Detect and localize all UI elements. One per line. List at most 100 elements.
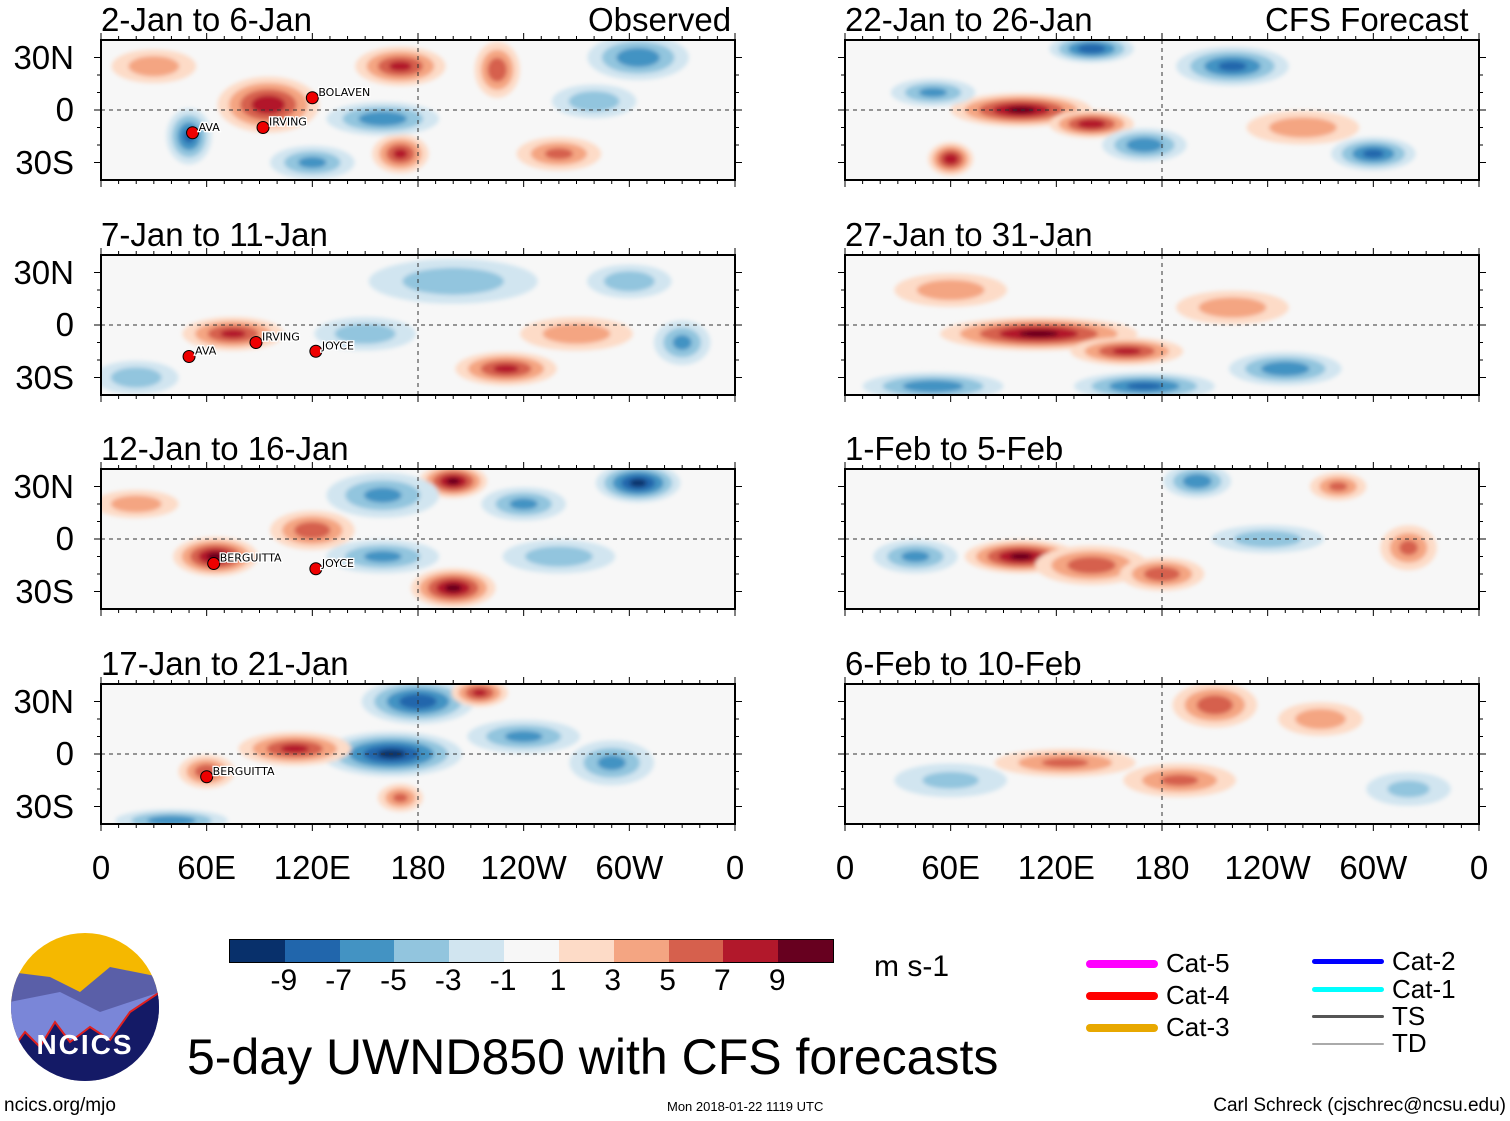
- map-panel: [838, 677, 1486, 831]
- anomaly-contour: [1218, 61, 1247, 72]
- colorbar-swatch: [778, 940, 833, 962]
- anomaly-contour: [110, 367, 162, 388]
- tc-legend-item: Cat-2: [1312, 946, 1456, 977]
- lat-tick-label: 30N: [13, 253, 74, 291]
- panel-title: 6-Feb to 10-Feb: [845, 645, 1082, 682]
- anomaly-contour: [1041, 758, 1089, 768]
- anomaly-contour: [220, 329, 246, 338]
- anomaly-contour: [1160, 774, 1199, 786]
- anomaly-contour: [363, 487, 402, 503]
- footer-link[interactable]: ncics.org/mjo: [4, 1095, 116, 1116]
- lon-tick-label: 0: [91, 849, 111, 886]
- anomaly-contour: [1126, 137, 1163, 153]
- anomaly-contour: [525, 546, 593, 567]
- lon-tick-label: 120W: [480, 849, 567, 886]
- anomaly-contour: [358, 111, 407, 126]
- anomaly-contour: [629, 479, 647, 487]
- lon-tick-label: 60W: [1339, 849, 1408, 886]
- lon-tick-label: 0: [725, 849, 745, 886]
- lon-tick-label: 120W: [1224, 849, 1311, 886]
- anomaly-contour: [1067, 556, 1116, 574]
- anomaly-contour: [1182, 474, 1212, 489]
- tc-line-swatch: [1086, 991, 1158, 1000]
- anomaly-contour: [504, 730, 543, 743]
- anomaly-contour: [922, 771, 979, 789]
- tc-legend-label: TS: [1392, 1001, 1426, 1031]
- anomaly-contour: [446, 477, 460, 485]
- anomaly-contour: [544, 148, 573, 160]
- anomaly-contour: [1112, 347, 1141, 355]
- storm-label: IRVING: [262, 331, 300, 344]
- tc-legend-label: Cat-1: [1392, 974, 1456, 1004]
- anomaly-contour: [616, 47, 660, 68]
- colorbar-label: 1: [549, 964, 567, 997]
- logo-text: NCICS: [36, 1029, 133, 1060]
- anomaly-contour: [1077, 44, 1106, 54]
- lon-tick-label: 60W: [595, 849, 664, 886]
- tc-legend-label: Cat-4: [1166, 980, 1230, 1010]
- anomaly-contour: [1399, 540, 1418, 556]
- tc-legend-item: Cat-4: [1086, 980, 1230, 1011]
- tc-legend-label: Cat-3: [1166, 1012, 1230, 1042]
- colorbar: [229, 939, 834, 963]
- storm-marker: [186, 126, 200, 140]
- anomaly-contour: [444, 584, 462, 592]
- anomaly-contour: [363, 550, 402, 563]
- anomaly-contour: [402, 267, 504, 295]
- lat-tick-label: 0: [55, 91, 74, 128]
- panel-title: 7-Jan to 11-Jan: [101, 216, 328, 253]
- storm-marker: [305, 91, 319, 105]
- anomaly-contour: [1198, 297, 1267, 318]
- colorbar-swatch: [394, 940, 450, 962]
- tc-line-swatch: [1312, 959, 1384, 964]
- colorbar-label: -9: [270, 964, 298, 997]
- anomaly-contour: [1269, 117, 1337, 138]
- anomaly-contour: [389, 61, 412, 72]
- anomaly-contour: [1387, 780, 1430, 798]
- colorbar-swatch: [230, 940, 285, 962]
- colorbar-swatch: [723, 940, 779, 962]
- lat-tick-label: 0: [55, 735, 74, 772]
- lat-tick-label: 30S: [15, 787, 74, 825]
- anomaly-contour: [1018, 330, 1059, 338]
- colorbar-swatch: [339, 940, 395, 962]
- observed-label: Observed: [588, 1, 732, 38]
- tc-legend-item: TS: [1312, 1001, 1425, 1032]
- anomaly-contour: [128, 56, 180, 77]
- anomaly-contour: [493, 364, 519, 373]
- colorbar-swatch: [449, 940, 505, 962]
- colorbar-label: 7: [714, 964, 731, 997]
- storm-label: BERGUITTA: [213, 765, 275, 778]
- anomaly-contour: [147, 815, 196, 824]
- storm-label: IRVING: [269, 116, 307, 129]
- storm-label: BOLAVEN: [318, 86, 370, 99]
- tc-line-swatch: [1312, 1015, 1384, 1018]
- storm-label: AVA: [195, 345, 217, 358]
- anomaly-contour: [1077, 119, 1106, 129]
- anomaly-contour: [672, 335, 692, 350]
- colorbar-swatch: [504, 940, 559, 962]
- colorbar-label: -3: [434, 964, 462, 997]
- anomaly-contour: [1362, 149, 1384, 158]
- tc-legend-item: Cat-5: [1086, 948, 1230, 979]
- lon-tick-label: 120E: [273, 849, 351, 886]
- colorbar-swatch: [613, 940, 669, 962]
- lon-tick-label: 120E: [1017, 849, 1095, 886]
- panel-title: 12-Jan to 16-Jan: [101, 430, 349, 467]
- map-panel: BERGUITTA: [94, 677, 742, 831]
- anomaly-contour: [1009, 553, 1033, 560]
- anomaly-contour: [603, 271, 655, 292]
- colorbar-label: 3: [604, 964, 622, 997]
- storm-label: AVA: [199, 121, 221, 134]
- storm-marker: [309, 562, 323, 576]
- anomaly-contour: [1295, 708, 1346, 730]
- anomaly-contour: [294, 521, 331, 539]
- anomaly-contour: [393, 148, 408, 159]
- storm-label: JOYCE: [321, 339, 354, 352]
- footer-author: Carl Schreck (cjschrec@ncsu.edu): [1213, 1095, 1506, 1116]
- tc-legend-item: Cat-3: [1086, 1012, 1230, 1043]
- lon-tick-label: 60E: [177, 849, 237, 886]
- anomaly-contour: [918, 87, 948, 98]
- ncics-logo: NCICS: [11, 933, 159, 1081]
- anomaly-contour: [902, 380, 964, 393]
